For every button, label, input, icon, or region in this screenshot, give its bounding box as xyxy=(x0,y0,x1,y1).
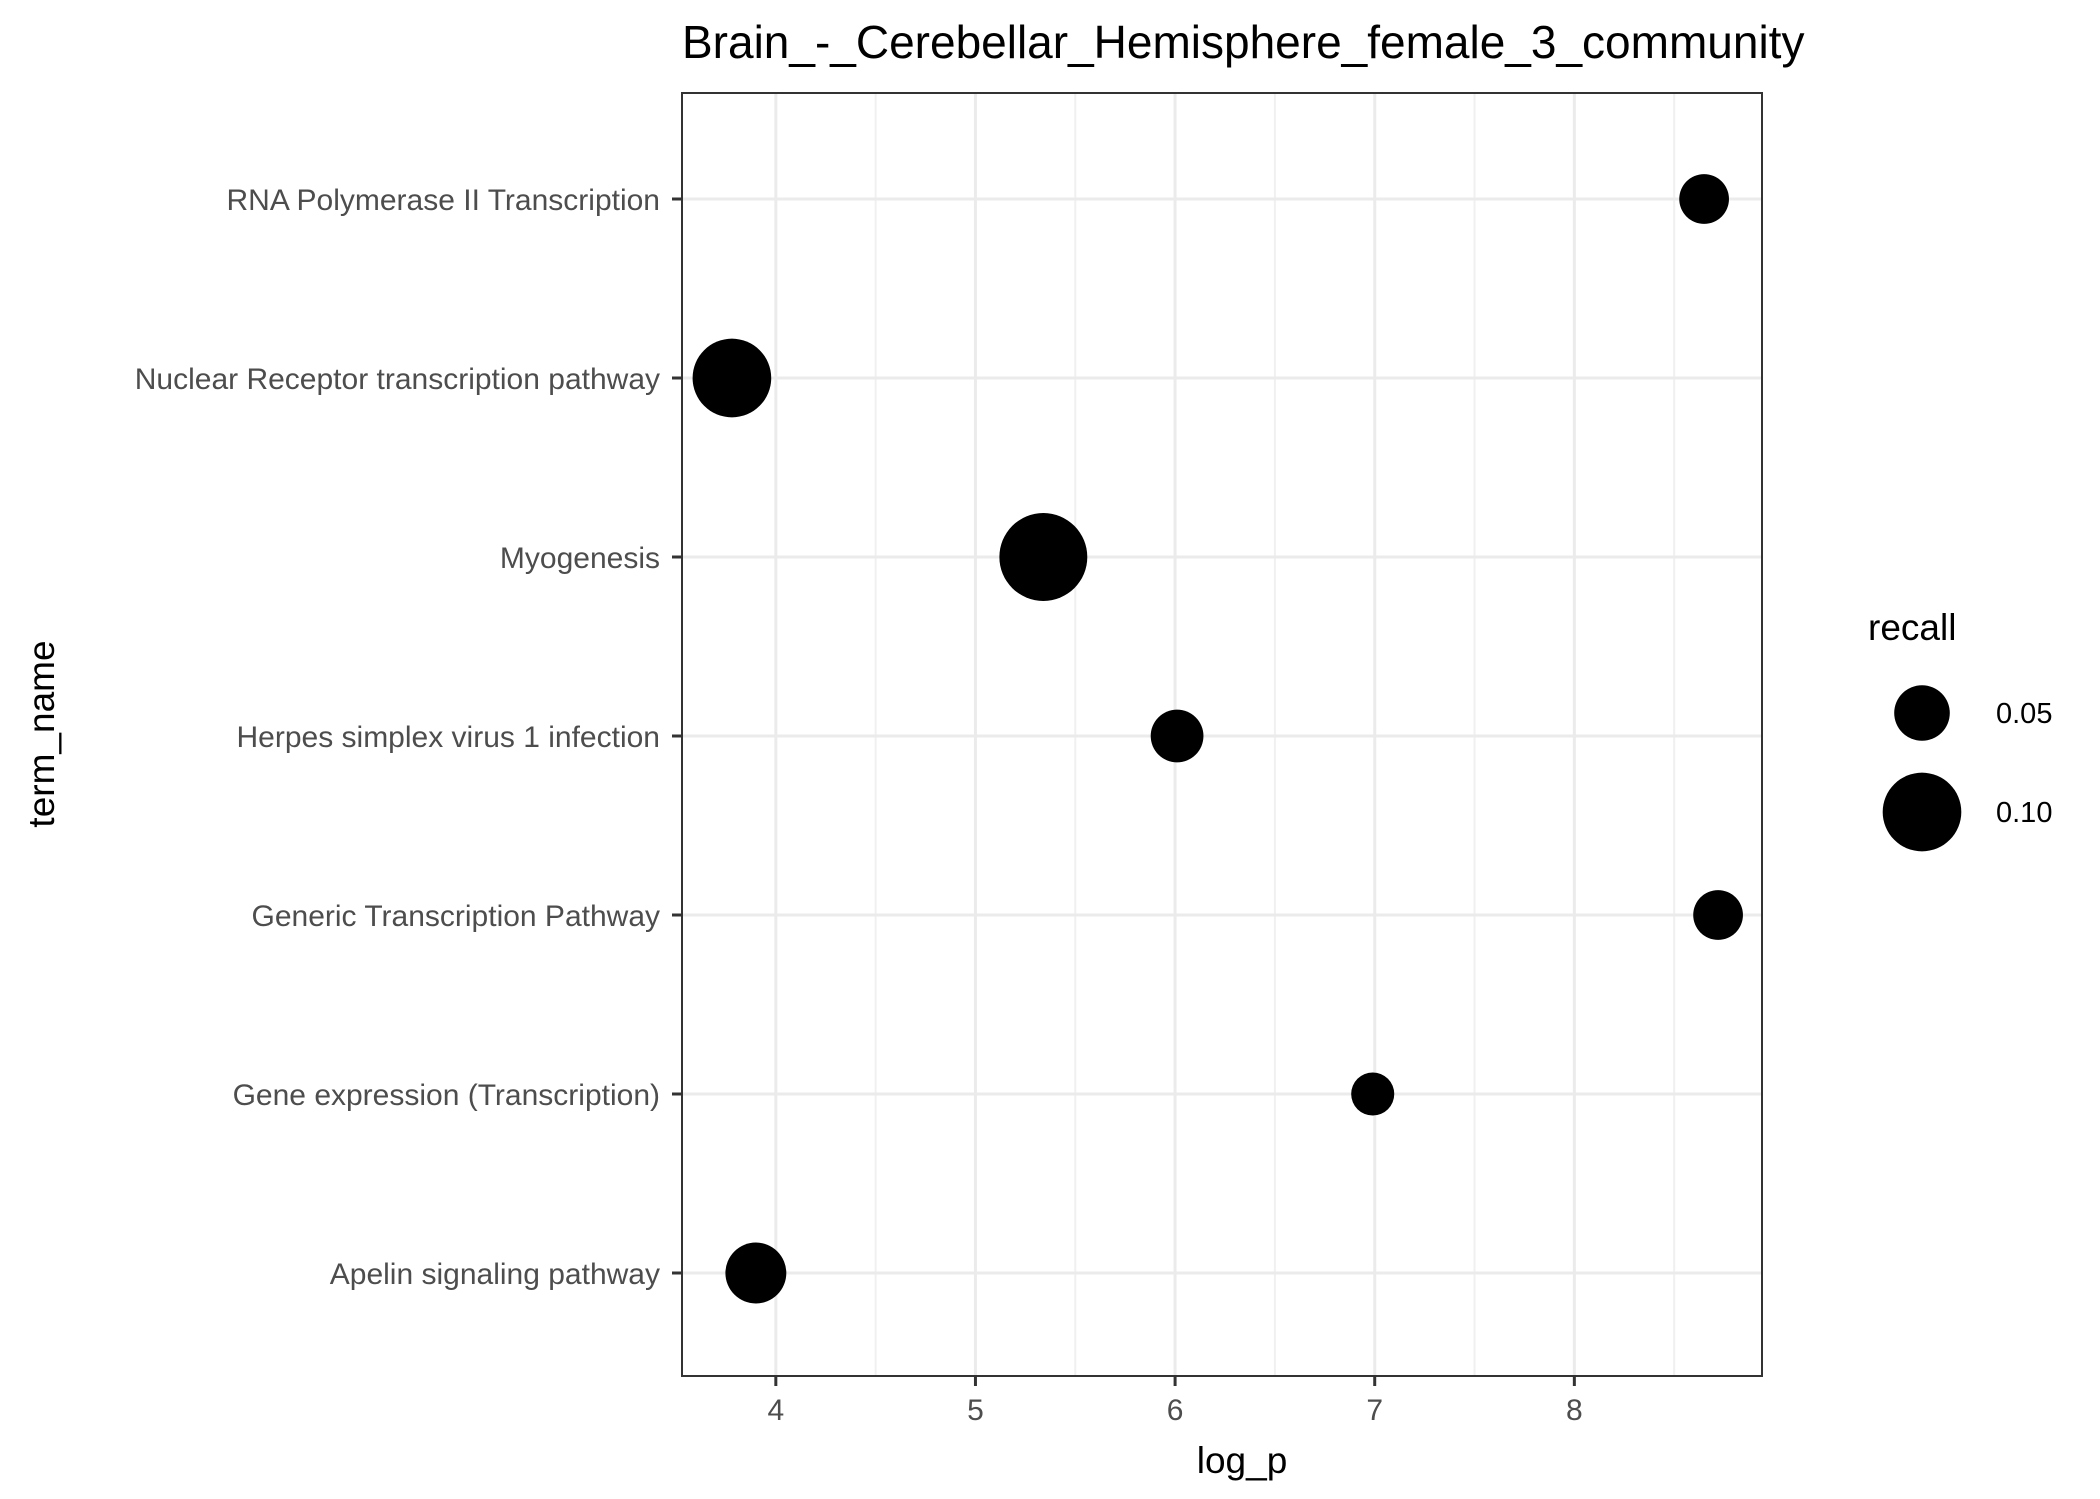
x-axis: 4 5 6 7 8 xyxy=(767,1376,1583,1427)
legend-label: 0.10 xyxy=(1996,797,2052,829)
gridlines xyxy=(682,93,1762,1376)
y-tick-label: Apelin signaling pathway xyxy=(330,1258,660,1291)
data-point xyxy=(725,1242,787,1304)
data-points xyxy=(692,174,1743,1304)
data-point xyxy=(999,513,1088,601)
legend-title: recall xyxy=(1868,607,1956,648)
legend-key-circle xyxy=(1894,685,1950,741)
y-tick-label: Myogenesis xyxy=(500,542,660,575)
data-point xyxy=(1351,1072,1395,1116)
x-tick-label: 6 xyxy=(1167,1394,1184,1427)
x-tick-label: 4 xyxy=(767,1394,784,1427)
legend-key-circle xyxy=(1882,772,1962,852)
chart-title: Brain_-_Cerebellar_Hemisphere_female_3_c… xyxy=(682,16,1804,68)
y-tick-label: Nuclear Receptor transcription pathway xyxy=(135,363,660,396)
y-tick-label: Gene expression (Transcription) xyxy=(233,1079,660,1112)
y-tick-label: Generic Transcription Pathway xyxy=(251,900,660,933)
y-tick-label: RNA Polymerase II Transcription xyxy=(227,184,661,217)
y-axis-title: term_name xyxy=(21,640,62,827)
data-point xyxy=(1150,709,1204,763)
x-tick-label: 8 xyxy=(1566,1394,1583,1427)
data-point xyxy=(1693,890,1743,940)
legend-label: 0.05 xyxy=(1996,698,2052,730)
legend: recall 0.05 0.10 xyxy=(1868,607,2052,852)
x-axis-title: log_p xyxy=(1197,1440,1288,1481)
y-tick-label: Herpes simplex virus 1 infection xyxy=(236,721,660,754)
x-tick-label: 5 xyxy=(967,1394,984,1427)
x-tick-label: 7 xyxy=(1366,1394,1383,1427)
data-point xyxy=(692,338,772,418)
y-axis: RNA Polymerase II Transcription Nuclear R… xyxy=(135,184,682,1291)
data-point xyxy=(1679,174,1729,224)
